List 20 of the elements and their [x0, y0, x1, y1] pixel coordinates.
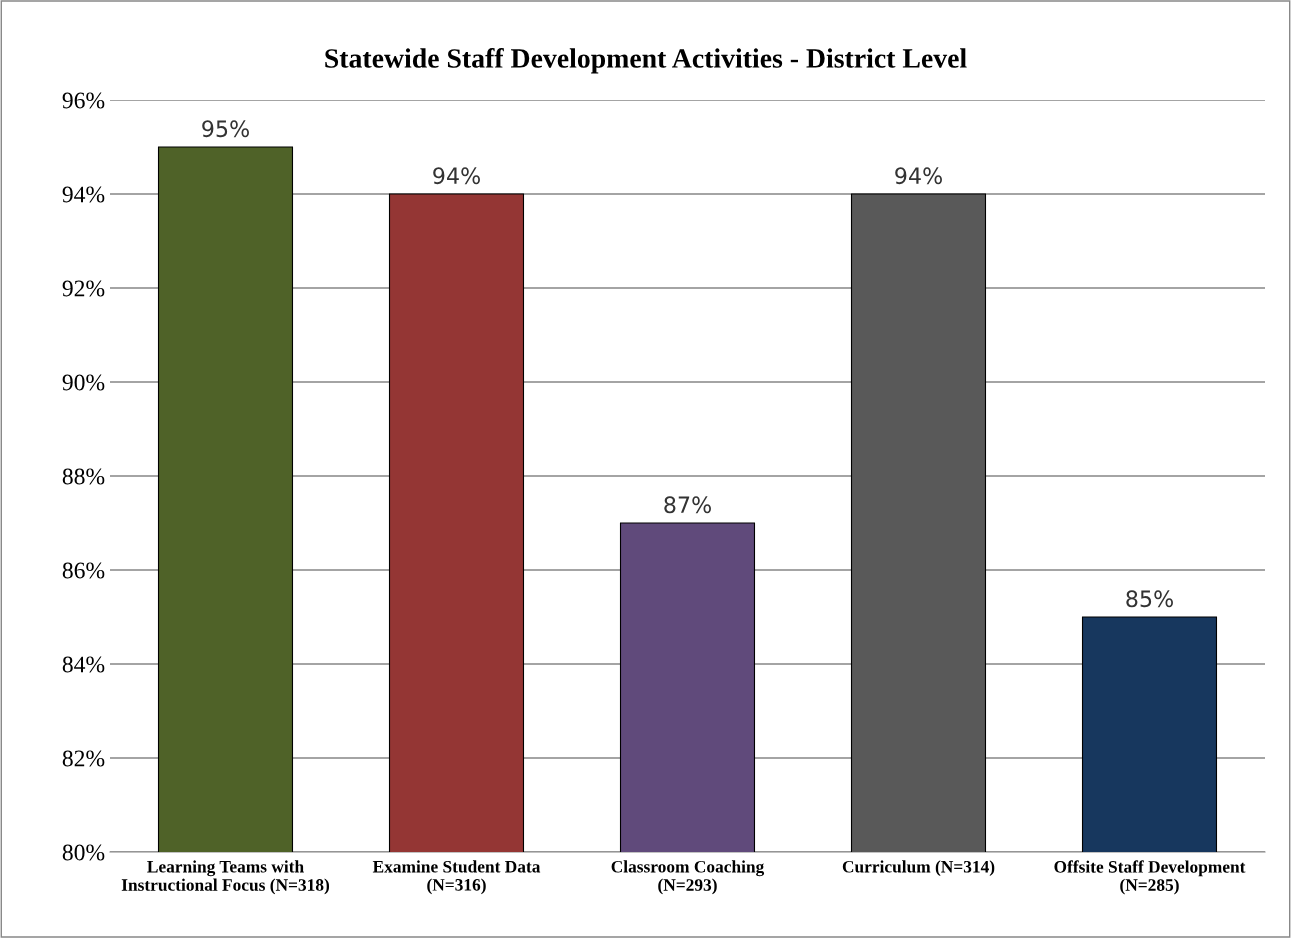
y-tick-label: 92% [62, 280, 105, 297]
y-tick-label: 80% [62, 844, 105, 861]
y-tick-label: 82% [62, 750, 105, 767]
y-tick-label: 86% [62, 562, 105, 579]
x-tick-label: Offsite Staff Development (N=285) [1054, 860, 1246, 895]
y-tick-label: 90% [62, 374, 105, 391]
chart-title: Statewide Staff Development Activities - District Level [325, 48, 967, 74]
data-label: 94% [433, 167, 480, 185]
x-tick-label: Classroom Coaching (N=293) [611, 860, 765, 895]
y-tick-label: 94% [62, 186, 105, 203]
y-tick-label: 88% [62, 468, 105, 485]
y-tick-label: 84% [62, 656, 105, 673]
data-label: 85% [1126, 590, 1173, 608]
data-label: 95% [202, 120, 249, 138]
x-tick-label: Learning Teams with Instructional Focus (N=318) [121, 860, 330, 895]
data-label: 94% [895, 167, 942, 185]
data-label: 87% [664, 496, 711, 514]
x-tick-label: Curriculum (N=314) [842, 860, 995, 877]
y-tick-label: 96% [62, 92, 105, 109]
x-tick-label: Examine Student Data (N=316) [372, 860, 541, 895]
